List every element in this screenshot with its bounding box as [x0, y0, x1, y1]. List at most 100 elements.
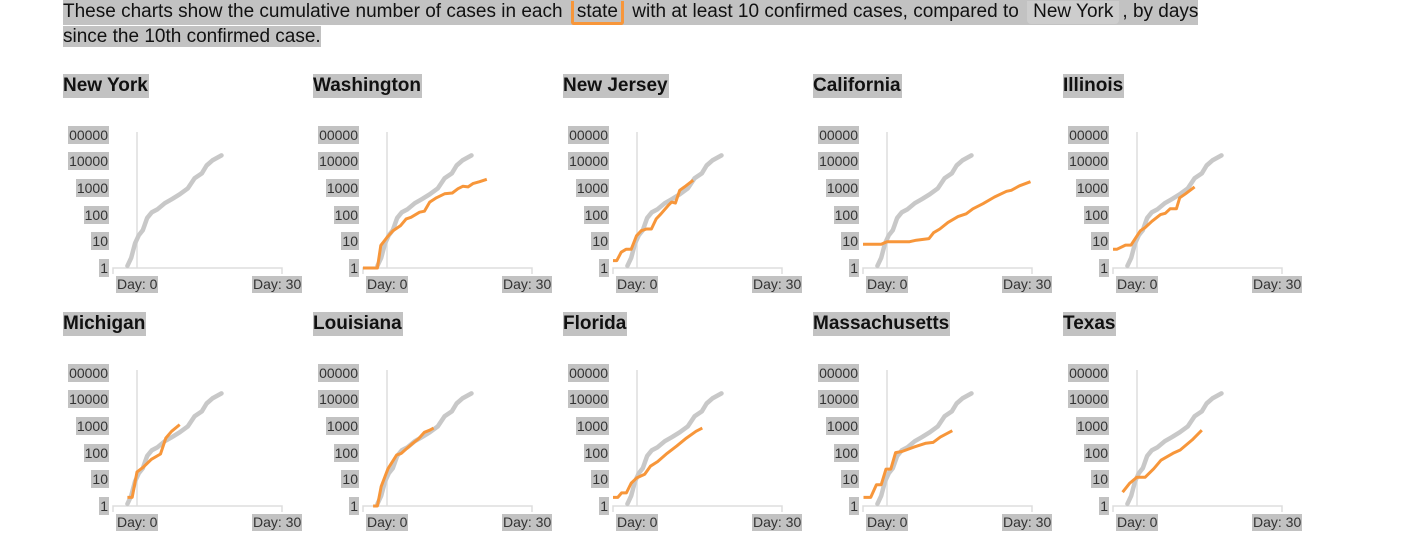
y-tick-label: 00000 — [568, 363, 609, 382]
chart-title: Michigan — [63, 312, 147, 336]
x-axis — [362, 267, 533, 274]
x-tick-label: Day: 30 — [752, 514, 803, 531]
chart-louisiana: Louisiana 00000 10000 1000 100 10 1 Day: 0 Day: … — [313, 312, 563, 542]
chart-florida: Florida 00000 10000 1000 100 10 1 Day: 0 Day: 30 — [563, 312, 813, 542]
y-tick-label: 10 — [591, 232, 609, 251]
chart-illinois: Illinois 00000 10000 1000 100 10 1 Day: 0 Day: 3… — [1063, 74, 1313, 304]
chart-title: Florida — [563, 312, 628, 336]
x-tick-label: Day: 0 — [616, 514, 659, 531]
x-tick-label: Day: 0 — [616, 276, 659, 293]
y-tick-label: 1000 — [1075, 416, 1109, 435]
y-tick-label: 10 — [91, 232, 109, 251]
x-tick-label: Day: 30 — [502, 514, 553, 531]
y-tick-label: 1 — [1099, 497, 1109, 515]
compare-selector[interactable]: New York — [1027, 1, 1120, 24]
x-tick-label: Day: 30 — [1002, 514, 1053, 531]
chart-title: Louisiana — [313, 312, 403, 336]
series-state-line — [363, 177, 488, 270]
x-tick-label: Day: 0 — [1116, 514, 1159, 531]
y-tick-label: 100 — [83, 205, 109, 224]
x-axis — [112, 505, 283, 512]
y-tick-label: 100 — [333, 443, 359, 462]
y-tick-label: 1000 — [1075, 178, 1109, 197]
x-tick-label: Day: 30 — [1002, 276, 1053, 293]
x-axis — [612, 505, 783, 512]
series-state-line — [863, 429, 954, 499]
x-tick-label: Day: 30 — [752, 276, 803, 293]
state-selector[interactable]: state — [570, 1, 625, 25]
y-tick-label: 10000 — [568, 152, 609, 171]
y-tick-label: 100 — [833, 443, 859, 462]
chart-texas: Texas 00000 10000 1000 100 10 1 Day: 0 Day: 30 — [1063, 312, 1313, 542]
y-tick-label: 00000 — [818, 125, 859, 144]
y-tick-label: 1000 — [575, 178, 609, 197]
y-tick-label: 100 — [583, 205, 609, 224]
plot-area — [1112, 132, 1283, 274]
x-axis — [112, 267, 283, 274]
intro-text: These charts show the cumulative number … — [63, 0, 1199, 48]
y-tick-label: 10 — [91, 470, 109, 489]
y-tick-label: 00000 — [1068, 125, 1109, 144]
x-axis — [362, 505, 533, 512]
series-comparison-line — [625, 153, 724, 269]
y-tick-label: 10 — [341, 232, 359, 251]
series-comparison-line — [875, 391, 974, 507]
y-tick-label: 10000 — [68, 152, 109, 171]
plot-area — [112, 370, 283, 512]
x-tick-label: Day: 0 — [116, 514, 159, 531]
x-tick-label: Day: 0 — [866, 276, 909, 293]
x-axis — [1112, 267, 1283, 274]
x-tick-label: Day: 30 — [252, 514, 303, 531]
x-tick-label: Day: 30 — [1252, 514, 1303, 531]
intro-part-3: , by days — [1122, 1, 1199, 22]
x-tick-label: Day: 0 — [116, 276, 159, 293]
y-tick-label: 1 — [1099, 259, 1109, 277]
x-axis — [612, 267, 783, 274]
x-tick-label: Day: 0 — [366, 514, 409, 531]
series-comparison-line — [125, 391, 224, 507]
y-tick-label: 1 — [99, 259, 109, 277]
chart-title: Washington — [313, 74, 422, 98]
y-tick-label: 00000 — [318, 125, 359, 144]
chart-michigan: Michigan 00000 10000 1000 100 10 1 Day: 0 Day: 3… — [63, 312, 313, 542]
chart-title: New Jersey — [563, 74, 669, 98]
series-state-line — [1113, 185, 1196, 251]
plot-area — [1112, 370, 1283, 512]
plot-area — [612, 370, 783, 512]
y-tick-label: 10000 — [1068, 152, 1109, 171]
plot-area — [862, 370, 1033, 512]
series-state-line — [863, 180, 1032, 246]
y-tick-label: 00000 — [818, 363, 859, 382]
chart-california: California 00000 10000 1000 100 10 1 Day: 0 Day:… — [813, 74, 1063, 304]
chart-title: New York — [63, 74, 149, 98]
series-state-line — [613, 179, 695, 263]
chart-washington: Washington 00000 10000 1000 100 10 1 Day: 0 Day:… — [313, 74, 563, 304]
series-comparison-line — [375, 391, 474, 507]
plot-area — [362, 132, 533, 274]
y-tick-label: 1 — [99, 497, 109, 515]
y-tick-label: 10 — [1091, 232, 1109, 251]
y-tick-label: 100 — [833, 205, 859, 224]
y-tick-label: 100 — [1083, 205, 1109, 224]
plot-area — [612, 132, 783, 274]
series-comparison-line — [1125, 391, 1224, 507]
series-comparison-line — [1125, 153, 1224, 269]
chart-title: California — [813, 74, 902, 98]
y-tick-label: 1000 — [75, 416, 109, 435]
y-tick-label: 10000 — [318, 152, 359, 171]
chart-title: Illinois — [1063, 74, 1125, 98]
y-tick-label: 10 — [841, 232, 859, 251]
y-tick-label: 100 — [583, 443, 609, 462]
intro-line-1: These charts show the cumulative number … — [63, 0, 1199, 25]
x-axis — [1112, 505, 1283, 512]
y-tick-label: 00000 — [318, 363, 359, 382]
y-tick-label: 1000 — [825, 416, 859, 435]
chart-title: Texas — [1063, 312, 1117, 336]
series-state-line — [613, 426, 703, 499]
series-state-line — [1121, 429, 1203, 494]
x-tick-label: Day: 30 — [1252, 276, 1303, 293]
y-tick-label: 10000 — [68, 390, 109, 409]
x-tick-label: Day: 0 — [366, 276, 409, 293]
y-tick-label: 1 — [849, 497, 859, 515]
y-tick-label: 100 — [333, 205, 359, 224]
